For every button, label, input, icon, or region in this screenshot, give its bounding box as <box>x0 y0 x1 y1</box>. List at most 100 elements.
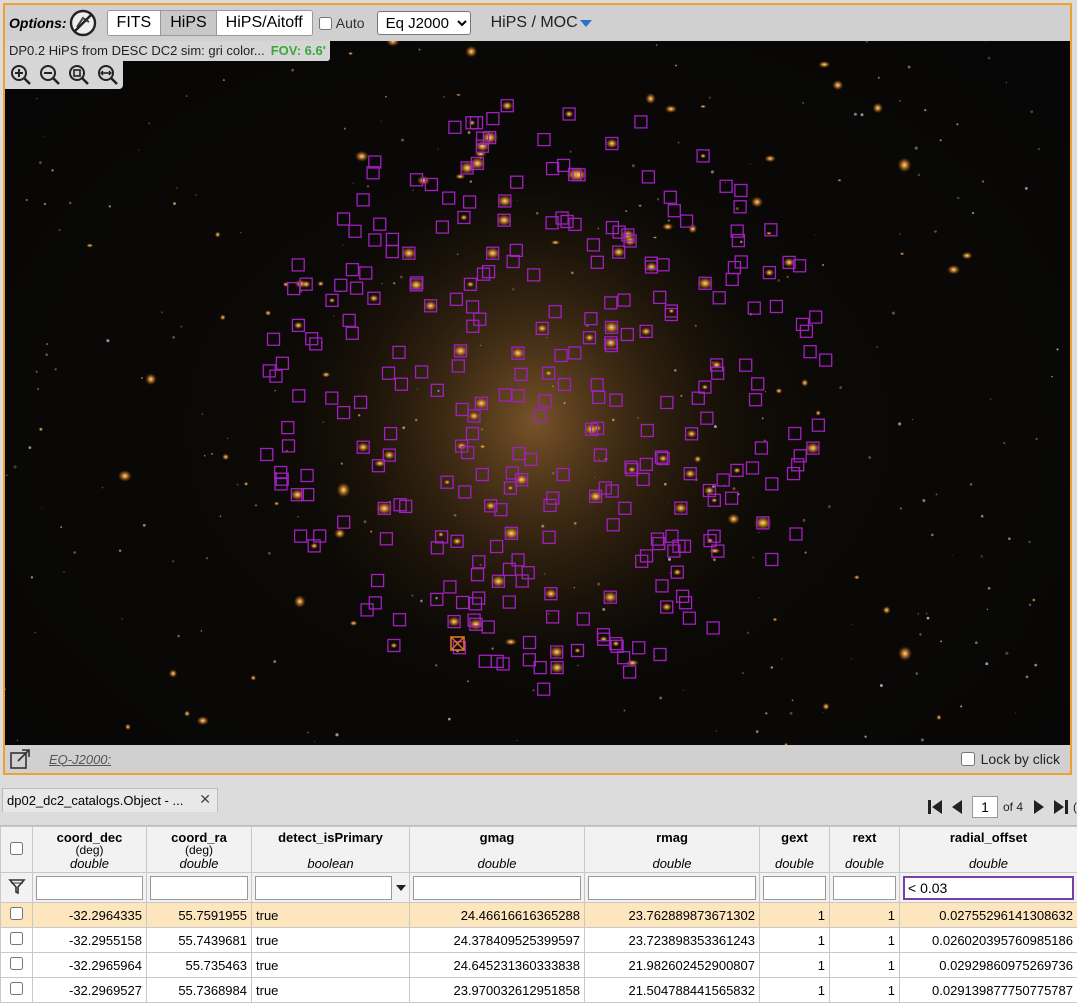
catalog-marker[interactable] <box>624 460 638 474</box>
catalog-marker[interactable] <box>696 149 710 163</box>
catalog-marker[interactable] <box>609 393 623 407</box>
catalog-marker[interactable] <box>617 651 631 665</box>
catalog-marker[interactable] <box>498 388 512 402</box>
catalog-marker[interactable] <box>670 565 684 579</box>
catalog-marker[interactable] <box>497 213 511 227</box>
catalog-marker[interactable] <box>467 613 481 627</box>
catalog-marker[interactable] <box>698 276 712 290</box>
catalog-marker[interactable] <box>641 170 656 184</box>
catalog-marker[interactable] <box>789 527 803 541</box>
column-header-rext[interactable]: rext double <box>829 826 900 873</box>
cell-coord-dec[interactable]: -32.2955158 <box>32 927 147 953</box>
catalog-marker[interactable] <box>632 641 646 655</box>
catalog-marker[interactable] <box>644 260 659 274</box>
catalog-marker[interactable] <box>537 132 551 147</box>
catalog-marker[interactable] <box>511 389 525 403</box>
catalog-marker[interactable] <box>368 155 382 169</box>
catalog-marker[interactable] <box>782 255 796 270</box>
catalog-marker[interactable] <box>819 353 833 367</box>
column-header-coord-ra[interactable]: coord_ra (deg) double <box>146 826 252 873</box>
catalog-marker[interactable] <box>739 358 753 372</box>
catalog-marker[interactable] <box>345 326 359 340</box>
cell-rext[interactable]: 1 <box>829 927 900 953</box>
column-header-detect-isprimary[interactable]: detect_isPrimary boolean <box>251 826 410 873</box>
catalog-marker[interactable] <box>449 292 464 306</box>
catalog-marker[interactable] <box>709 358 724 372</box>
catalog-marker[interactable] <box>731 233 746 248</box>
catalog-marker[interactable] <box>447 614 461 629</box>
cell-detect-isprimary[interactable]: true <box>251 902 410 928</box>
hips-moc-menu[interactable]: HiPS / MOC <box>491 14 592 32</box>
catalog-marker[interactable] <box>387 638 401 653</box>
cell-detect-isprimary[interactable]: true <box>251 927 410 953</box>
catalog-marker[interactable] <box>465 426 480 441</box>
catalog-marker[interactable] <box>527 268 541 282</box>
last-page-icon[interactable] <box>1051 798 1071 816</box>
cell-coord-ra[interactable]: 55.735463 <box>146 952 252 978</box>
cell-rmag[interactable]: 21.982602452900807 <box>584 952 760 978</box>
catalog-marker[interactable] <box>683 467 697 481</box>
catalog-marker[interactable] <box>550 660 564 675</box>
cell-gmag[interactable]: 23.970032612951858 <box>409 977 585 1003</box>
column-header-radial-offset[interactable]: radial_offset double <box>899 826 1077 873</box>
catalog-marker[interactable] <box>656 451 670 466</box>
catalog-marker[interactable] <box>509 243 523 258</box>
catalog-marker[interactable] <box>465 116 479 130</box>
select-all-checkbox[interactable] <box>10 841 23 855</box>
catalog-marker[interactable] <box>455 595 470 610</box>
catalog-marker[interactable] <box>625 462 639 477</box>
catalog-marker[interactable] <box>604 320 619 335</box>
cell-gext[interactable]: 1 <box>759 977 830 1003</box>
layer-toggle-icon[interactable] <box>69 9 97 37</box>
catalog-marker[interactable] <box>593 448 608 462</box>
catalog-marker[interactable] <box>269 369 283 383</box>
table-row[interactable]: -32.2969527 55.7368984 true 23.970032612… <box>0 977 1077 1003</box>
catalog-marker[interactable] <box>414 365 429 379</box>
catalog-marker[interactable] <box>554 348 568 363</box>
coordinate-system-select[interactable]: Eq J2000 <box>376 11 471 35</box>
catalog-marker[interactable] <box>620 327 634 342</box>
catalog-marker[interactable] <box>356 440 370 454</box>
catalog-marker[interactable] <box>440 475 454 489</box>
catalog-marker[interactable] <box>623 234 637 248</box>
catalog-marker[interactable] <box>538 394 552 408</box>
catalog-marker[interactable] <box>748 393 763 407</box>
catalog-marker[interactable] <box>700 411 714 425</box>
catalog-marker[interactable] <box>463 277 478 291</box>
catalog-marker[interactable] <box>711 544 725 558</box>
catalog-marker[interactable] <box>724 491 739 505</box>
cell-rmag[interactable]: 23.762889873671302 <box>584 902 760 928</box>
table-tab[interactable]: dp02_dc2_catalogs.Object - ... ✕ <box>2 788 218 812</box>
cell-rmag[interactable]: 21.504788441565832 <box>584 977 760 1003</box>
catalog-marker[interactable] <box>443 580 457 594</box>
catalog-marker[interactable] <box>764 223 778 237</box>
catalog-marker[interactable] <box>664 304 679 318</box>
catalog-marker[interactable] <box>586 238 601 252</box>
catalog-marker[interactable] <box>502 595 516 609</box>
catalog-marker[interactable] <box>730 224 744 238</box>
catalog-marker[interactable] <box>481 264 496 279</box>
catalog-marker[interactable] <box>524 452 538 467</box>
catalog-marker[interactable] <box>511 346 525 360</box>
catalog-marker[interactable] <box>533 660 547 675</box>
catalog-marker[interactable] <box>703 533 717 548</box>
catalog-marker[interactable] <box>325 293 339 308</box>
zoom-in-icon[interactable] <box>9 63 33 87</box>
catalog-marker[interactable] <box>679 214 694 228</box>
catalog-marker[interactable] <box>505 466 520 480</box>
catalog-marker[interactable] <box>545 216 559 230</box>
column-header-gext[interactable]: gext double <box>759 826 830 873</box>
catalog-marker[interactable] <box>706 621 720 635</box>
catalog-marker[interactable] <box>367 291 381 305</box>
catalog-marker[interactable] <box>409 173 424 187</box>
catalog-marker[interactable] <box>494 503 508 517</box>
catalog-marker[interactable] <box>462 195 477 209</box>
catalog-marker[interactable] <box>535 321 549 336</box>
catalog-marker[interactable] <box>590 255 604 269</box>
catalog-marker[interactable] <box>711 366 725 380</box>
catalog-marker[interactable] <box>604 338 619 353</box>
table-row[interactable]: -32.2964335 55.7591955 true 24.466166163… <box>0 902 1077 928</box>
catalog-marker[interactable] <box>424 177 439 192</box>
catalog-marker[interactable] <box>385 232 400 247</box>
catalog-marker[interactable] <box>660 600 674 614</box>
